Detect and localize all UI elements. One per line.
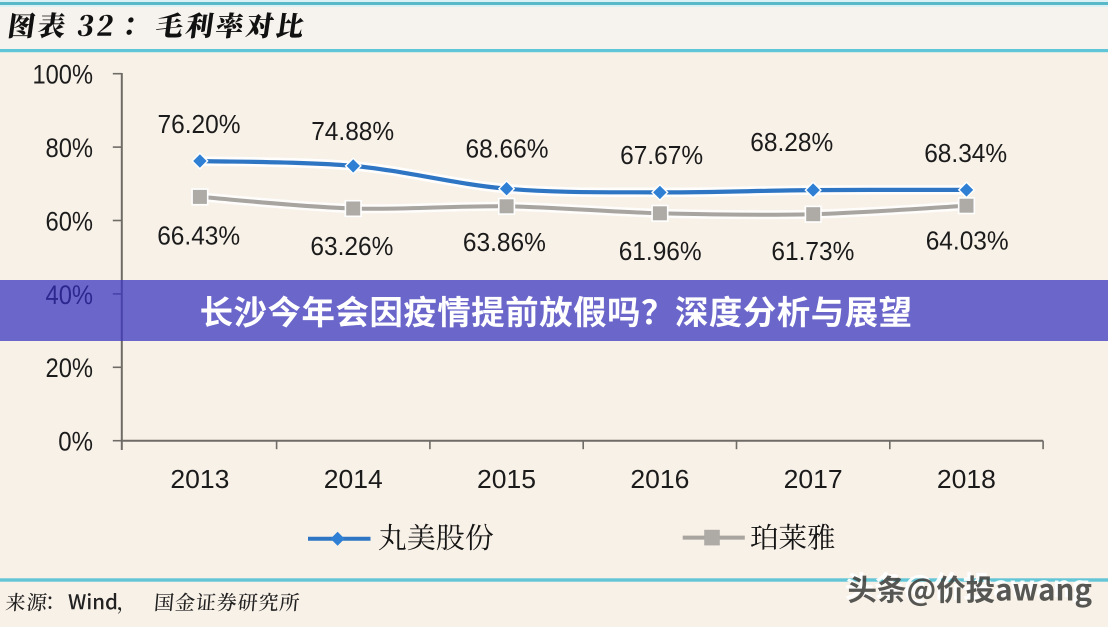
svg-text:2015: 2015 <box>477 466 536 494</box>
svg-text:61.96%: 61.96% <box>619 238 702 266</box>
svg-text:63.86%: 63.86% <box>463 229 546 257</box>
svg-text:63.26%: 63.26% <box>310 233 393 261</box>
svg-text:100%: 100% <box>33 60 94 90</box>
svg-text:0%: 0% <box>58 427 93 457</box>
svg-text:68.34%: 68.34% <box>924 140 1007 168</box>
svg-text:60%: 60% <box>46 206 94 236</box>
svg-text:2014: 2014 <box>324 466 383 494</box>
svg-text:2018: 2018 <box>937 466 996 494</box>
svg-text:68.66%: 68.66% <box>466 136 549 164</box>
svg-text:74.88%: 74.88% <box>311 118 394 146</box>
svg-text:76.20%: 76.20% <box>158 111 241 139</box>
svg-text:68.28%: 68.28% <box>750 129 833 157</box>
svg-text:2017: 2017 <box>784 466 843 494</box>
svg-text:61.73%: 61.73% <box>771 238 854 266</box>
svg-text:2013: 2013 <box>170 466 229 494</box>
svg-text:2016: 2016 <box>630 466 689 494</box>
svg-text:67.67%: 67.67% <box>620 142 703 170</box>
svg-text:64.03%: 64.03% <box>926 227 1009 255</box>
svg-text:66.43%: 66.43% <box>157 223 240 251</box>
svg-text:80%: 80% <box>46 133 94 163</box>
svg-text:20%: 20% <box>46 353 94 383</box>
